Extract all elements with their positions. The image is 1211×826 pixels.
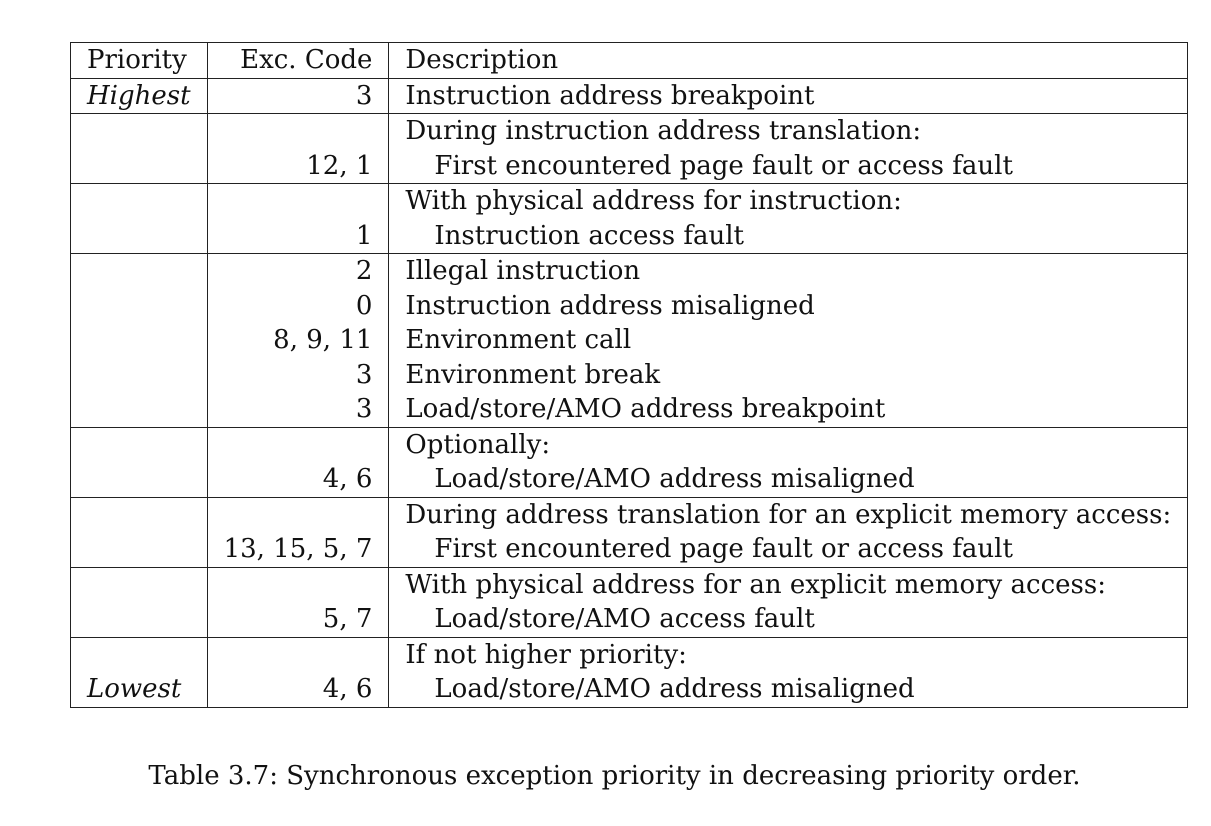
cell-description: Load/store/AMO address breakpoint	[388, 392, 1189, 427]
cell-description: With physical address for instruction:	[388, 183, 1189, 219]
description-text: Environment call	[405, 325, 632, 355]
description-text: During instruction address translation:	[405, 116, 922, 146]
cell-description: Environment call	[388, 323, 1189, 358]
cell-priority	[70, 113, 208, 149]
table-row: 1 Instruction access fault	[70, 218, 1189, 254]
table-row: 12, 1 First encountered page fault or acc…	[70, 148, 1189, 184]
description-text: Optionally:	[405, 429, 551, 460]
cell-description: Instruction address breakpoint	[388, 77, 1189, 114]
cell-exc-code	[206, 636, 390, 672]
description-text: During address translation for an explic…	[405, 499, 1172, 530]
header-priority: Priority	[70, 42, 208, 78]
table-row: 3 Load/store/AMO address breakpoint	[70, 392, 1189, 427]
cell-description: Load/store/AMO address misaligned	[388, 462, 1189, 497]
table-row: If not higher priority:	[70, 636, 1189, 672]
cell-description: First encountered page fault or access f…	[388, 148, 1189, 184]
cell-description: Optionally:	[388, 426, 1189, 462]
table-row: Optionally:	[70, 426, 1189, 462]
cell-description: During instruction address translation:	[388, 113, 1189, 149]
description-text: Instruction address breakpoint	[405, 80, 815, 111]
table-row: 8, 9, 11 Environment call	[70, 323, 1189, 358]
cell-exc-code: 3	[206, 357, 390, 392]
table-row: Highest 3 Instruction address breakpoint	[70, 77, 1189, 114]
cell-exc-code: 3	[206, 392, 390, 427]
table-row: 0 Instruction address misaligned	[70, 288, 1189, 323]
cell-priority	[70, 357, 208, 392]
cell-exc-code: 4, 6	[206, 462, 390, 497]
cell-priority	[70, 602, 208, 637]
cell-priority	[70, 148, 208, 184]
description-text: Illegal instruction	[405, 256, 641, 286]
cell-exc-code: 3	[206, 77, 390, 114]
description-text: Environment break	[405, 359, 661, 390]
cell-exc-code	[206, 496, 390, 532]
cell-priority	[70, 323, 208, 358]
cell-description: Instruction access fault	[388, 218, 1189, 254]
header-description: Description	[388, 42, 1189, 78]
cell-exc-code: 13, 15, 5, 7	[206, 532, 390, 567]
cell-exc-code: 1	[206, 218, 390, 254]
cell-priority	[70, 532, 208, 567]
table-body: Priority Exc. Code Description Highest 3 I…	[70, 42, 1189, 708]
cell-description: With physical address for an explicit me…	[388, 566, 1189, 602]
cell-priority	[70, 392, 208, 427]
cell-priority	[70, 426, 208, 462]
header-exc-code: Exc. Code	[206, 42, 390, 78]
description-text: If not higher priority:	[405, 639, 687, 670]
description-text: With physical address for instruction:	[405, 186, 902, 216]
cell-exc-code: 12, 1	[206, 148, 390, 184]
cell-priority	[70, 288, 208, 323]
cell-description: During address translation for an explic…	[388, 496, 1189, 532]
cell-priority: Highest	[70, 77, 208, 114]
table-row: 3 Environment break	[70, 357, 1189, 392]
cell-priority	[70, 253, 208, 289]
description-text: Load/store/AMO address misaligned	[434, 464, 915, 494]
description-text: Load/store/AMO address misaligned	[434, 674, 915, 704]
cell-priority	[70, 183, 208, 219]
cell-description: Load/store/AMO address misaligned	[388, 672, 1189, 708]
cell-exc-code: 0	[206, 288, 390, 323]
cell-priority	[70, 636, 208, 672]
table-row: During instruction address translation:	[70, 113, 1189, 149]
description-text: Instruction address misaligned	[405, 290, 815, 321]
table-row: Lowest 4, 6 Load/store/AMO address misalig…	[70, 672, 1189, 708]
cell-exc-code	[206, 566, 390, 602]
table-row: With physical address for an explicit me…	[70, 566, 1189, 602]
table-row: 5, 7 Load/store/AMO access fault	[70, 602, 1189, 637]
description-text: First encountered page fault or access f…	[434, 534, 1013, 564]
description-text: Load/store/AMO access fault	[434, 604, 815, 634]
cell-exc-code: 2	[206, 253, 390, 289]
description-text: First encountered page fault or access f…	[434, 150, 1013, 181]
cell-priority	[70, 462, 208, 497]
cell-exc-code	[206, 113, 390, 149]
cell-exc-code: 4, 6	[206, 672, 390, 708]
description-text: Load/store/AMO address breakpoint	[405, 394, 886, 424]
table-row: 2 Illegal instruction	[70, 253, 1189, 289]
table-header-row: Priority Exc. Code Description	[70, 42, 1189, 78]
cell-exc-code: 5, 7	[206, 602, 390, 637]
cell-exc-code	[206, 183, 390, 219]
exception-priority-table: Priority Exc. Code Description Highest 3 I…	[70, 42, 1189, 708]
table-row: During address translation for an explic…	[70, 496, 1189, 532]
cell-description: Load/store/AMO access fault	[388, 602, 1189, 637]
table-row: With physical address for instruction:	[70, 183, 1189, 219]
cell-priority	[70, 496, 208, 532]
description-text: Instruction access fault	[434, 220, 744, 251]
table-row: 4, 6 Load/store/AMO address misaligned	[70, 462, 1189, 497]
table-caption: Table 3.7: Synchronous exception priorit…	[148, 761, 1081, 791]
cell-description: Environment break	[388, 357, 1189, 392]
cell-description: Illegal instruction	[388, 253, 1189, 289]
description-text: With physical address for an explicit me…	[405, 569, 1106, 600]
cell-description: If not higher priority:	[388, 636, 1189, 672]
cell-exc-code: 8, 9, 11	[206, 323, 390, 358]
cell-priority	[70, 218, 208, 254]
table-row: 13, 15, 5, 7 First encountered page fault…	[70, 532, 1189, 567]
cell-exc-code	[206, 426, 390, 462]
cell-description: First encountered page fault or access f…	[388, 532, 1189, 567]
cell-priority: Lowest	[70, 672, 208, 708]
cell-description: Instruction address misaligned	[388, 288, 1189, 323]
cell-priority	[70, 566, 208, 602]
